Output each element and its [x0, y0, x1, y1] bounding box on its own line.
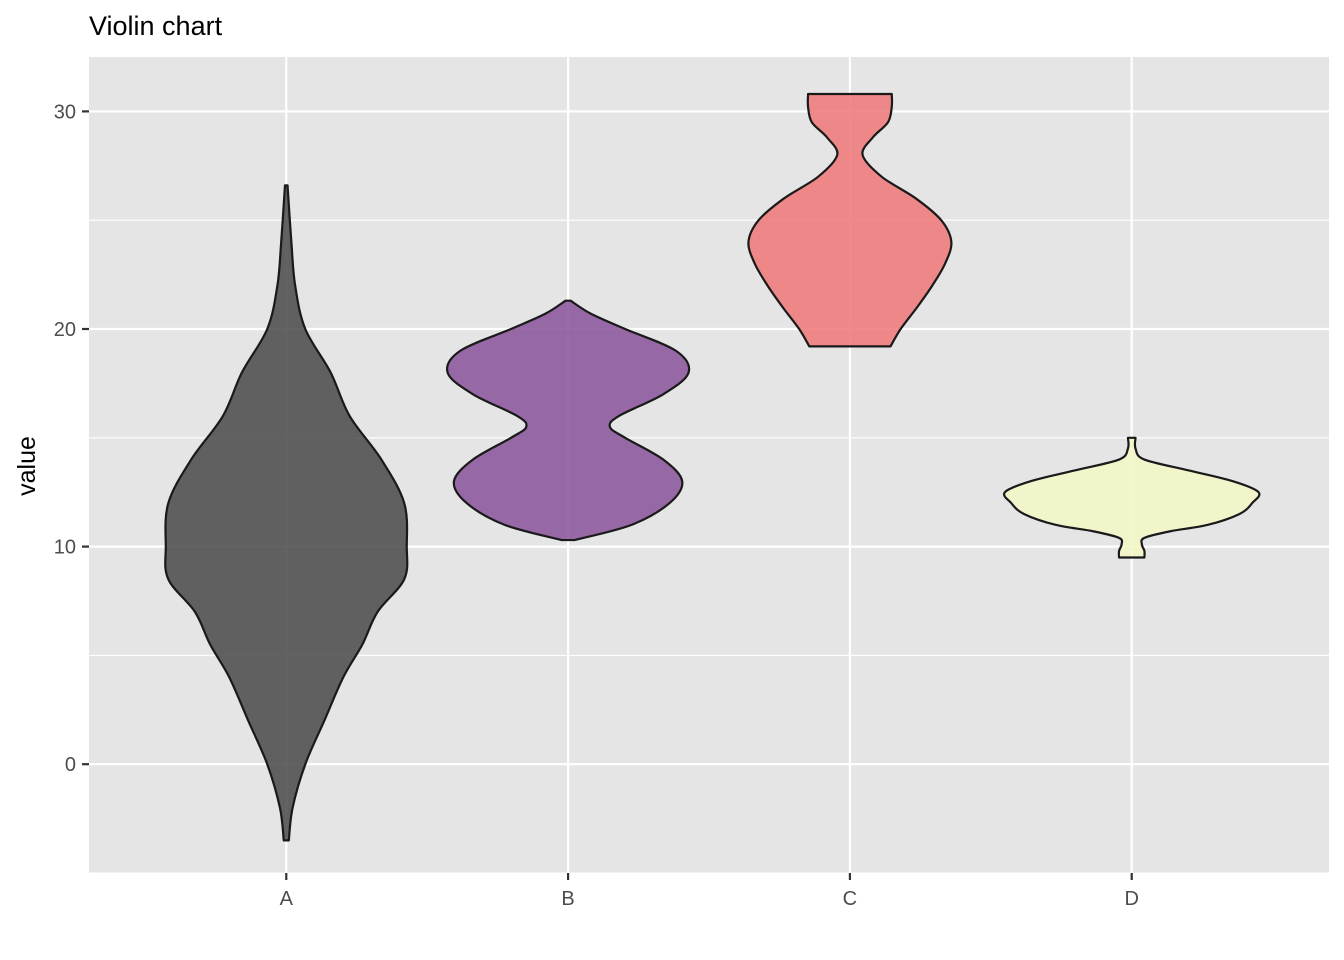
y-tick-label: 0: [65, 754, 76, 776]
y-axis: 0 10 20 30: [54, 101, 89, 776]
x-axis: A B C D: [280, 873, 1139, 910]
chart-title: Violin chart: [89, 11, 223, 41]
violin-a: [164, 184, 409, 842]
y-tick-label: 20: [54, 319, 76, 341]
violin-d: [1003, 436, 1261, 559]
x-tick-label: D: [1125, 888, 1139, 910]
y-tick-label: 30: [54, 101, 76, 123]
x-tick-label: A: [280, 888, 294, 910]
violin-c: [747, 92, 953, 348]
violins: [164, 92, 1261, 842]
y-axis-title: value: [13, 436, 41, 496]
violin-b: [446, 299, 691, 542]
y-tick-label: 10: [54, 537, 76, 559]
x-tick-label: B: [561, 888, 574, 910]
x-tick-label: C: [843, 888, 857, 910]
